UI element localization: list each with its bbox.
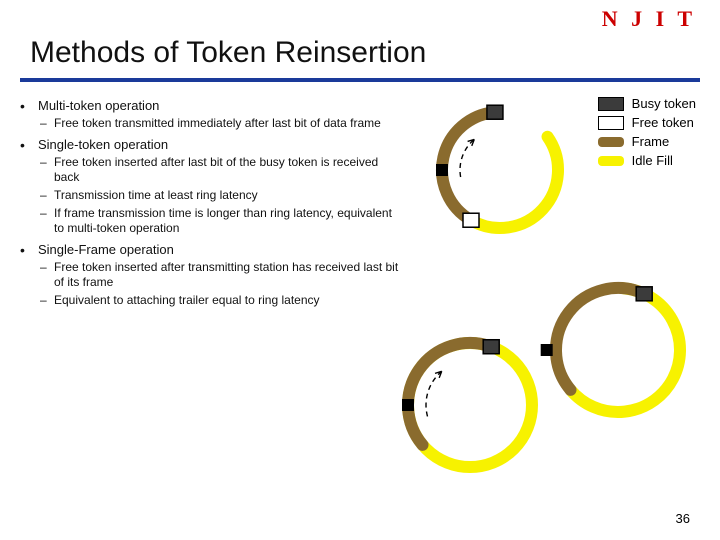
frame-arc bbox=[442, 112, 495, 220]
legend: Busy token Free token Frame Idle Fill bbox=[598, 92, 696, 172]
bullet-l2: Free token inserted after last bit of th… bbox=[20, 155, 400, 185]
frame-arc bbox=[556, 288, 644, 390]
swatch-idle-icon bbox=[598, 156, 624, 166]
swatch-free-icon bbox=[598, 116, 624, 130]
bullet-l1: Multi-token operation bbox=[20, 98, 400, 113]
logo: N J I T bbox=[602, 6, 696, 32]
busy-token-icon bbox=[487, 105, 503, 119]
legend-label: Idle Fill bbox=[632, 153, 673, 168]
idle-fill-arc bbox=[471, 137, 558, 228]
legend-idle-fill: Idle Fill bbox=[598, 153, 696, 168]
bullet-l1: Single-Frame operation bbox=[20, 242, 400, 257]
frame-arc bbox=[408, 343, 491, 445]
legend-busy-token: Busy token bbox=[598, 96, 696, 111]
idle-fill-arc bbox=[408, 343, 532, 467]
station-node-icon bbox=[541, 344, 553, 356]
bullet-header: Multi-token operation bbox=[38, 98, 159, 113]
bullet-l1: Single-token operation bbox=[20, 137, 400, 152]
swatch-busy-icon bbox=[598, 97, 624, 111]
title-rule bbox=[20, 78, 700, 82]
legend-frame: Frame bbox=[598, 134, 696, 149]
arrowhead-icon bbox=[435, 371, 442, 378]
direction-dash-icon bbox=[426, 371, 442, 416]
page-title: Methods of Token Reinsertion bbox=[30, 36, 426, 70]
busy-token-icon bbox=[483, 340, 499, 354]
legend-label: Frame bbox=[632, 134, 670, 149]
page-number: 36 bbox=[676, 511, 690, 526]
legend-label: Busy token bbox=[632, 96, 696, 111]
bullet-l2: Free token transmitted immediately after… bbox=[20, 116, 400, 131]
direction-dash-icon bbox=[460, 139, 474, 177]
bullet-header: Single-token operation bbox=[38, 137, 168, 152]
idle-fill-arc bbox=[571, 288, 680, 412]
swatch-frame-icon bbox=[598, 137, 624, 147]
legend-label: Free token bbox=[632, 115, 694, 130]
bullet-l2: Free token inserted after transmitting s… bbox=[20, 260, 400, 290]
bullet-header: Single-Frame operation bbox=[38, 242, 174, 257]
legend-free-token: Free token bbox=[598, 115, 696, 130]
bullet-l2: Equivalent to attaching trailer equal to… bbox=[20, 293, 400, 308]
free-token-icon bbox=[463, 213, 479, 227]
station-node-icon bbox=[402, 399, 414, 411]
bullet-l2: Transmission time at least ring latency bbox=[20, 188, 400, 203]
bullet-content: Multi-token operation Free token transmi… bbox=[20, 92, 400, 311]
busy-token-icon bbox=[636, 287, 652, 301]
station-node-icon bbox=[436, 164, 448, 176]
arrowhead-icon bbox=[468, 139, 475, 146]
bullet-l2: If frame transmission time is longer tha… bbox=[20, 206, 400, 236]
